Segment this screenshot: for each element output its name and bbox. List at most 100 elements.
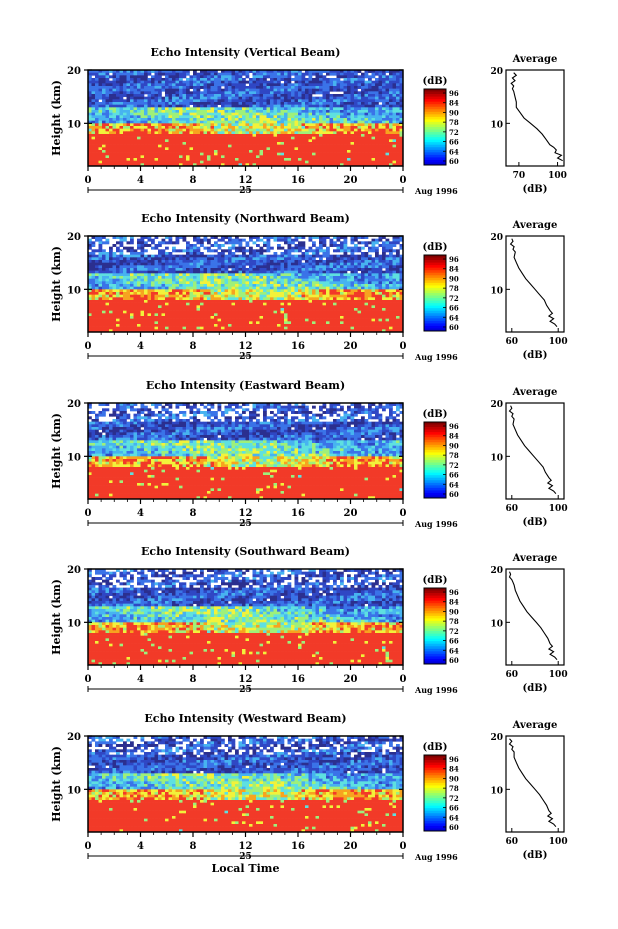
heatmap-cell: [158, 163, 162, 167]
heatmap-cell: [298, 99, 302, 103]
heatmap-cell: [252, 115, 257, 119]
heatmap-cell: [158, 83, 162, 87]
heatmap-cell: [242, 99, 246, 103]
heatmap-cell: [357, 99, 362, 103]
heatmap-cell: [172, 257, 176, 261]
heatmap-cell: [221, 270, 225, 274]
heatmap-cell: [259, 286, 264, 290]
heatmap-cell: [371, 144, 376, 148]
heatmap-cell: [378, 139, 383, 143]
heatmap-cell: [350, 102, 355, 105]
heatmap-cell: [399, 265, 404, 269]
heatmap-cell: [140, 244, 145, 247]
heatmap-cell: [217, 131, 222, 135]
heatmap-cell: [193, 276, 197, 279]
heatmap-cell: [287, 236, 292, 239]
heatmap-cell: [333, 134, 337, 137]
heatmap-cell: [252, 262, 257, 266]
heatmap-cell: [350, 128, 355, 132]
heatmap-cell: [378, 80, 383, 84]
heatmap-cell: [144, 142, 148, 145]
heatmap-cell: [172, 142, 176, 145]
heatmap-cell: [235, 104, 239, 108]
heatmap-cell: [228, 257, 232, 261]
heatmap-cell: [102, 284, 106, 287]
heatmap-cell: [375, 241, 379, 245]
heatmap-cell: [375, 257, 379, 261]
heatmap-cell: [144, 126, 148, 129]
heatmap-cell: [200, 150, 204, 153]
heatmap-cell: [277, 152, 281, 156]
heatmap-cell: [105, 276, 110, 279]
heatmap-cell: [354, 249, 358, 253]
heatmap-cell: [273, 102, 278, 105]
heatmap-cell: [252, 83, 257, 87]
heatmap-cell: [245, 273, 250, 277]
heatmap-cell: [235, 273, 239, 277]
heatmap-cell: [256, 163, 260, 167]
heatmap-cell: [189, 246, 194, 250]
heatmap-cell: [130, 78, 134, 81]
heatmap-cell: [270, 278, 274, 282]
heatmap-cell: [329, 83, 334, 87]
heatmap-cell: [151, 128, 155, 132]
heatmap-cell: [242, 260, 246, 263]
heatmap-cell: [165, 241, 169, 245]
heatmap-cell: [193, 252, 197, 255]
heatmap-cell: [168, 260, 173, 263]
heatmap-cell: [228, 99, 232, 103]
heatmap-cell: [228, 249, 232, 253]
heatmap-cell: [375, 147, 379, 151]
heatmap-cell: [140, 276, 145, 279]
heatmap-cell: [333, 144, 337, 148]
heatmap-cell: [231, 163, 236, 167]
heatmap-cell: [291, 284, 295, 287]
heatmap-cell: [200, 238, 204, 242]
heatmap-cell: [399, 115, 404, 119]
heatmap-cell: [245, 270, 250, 274]
heatmap-cell: [284, 265, 288, 269]
heatmap-cell: [354, 120, 358, 124]
heatmap-cell: [361, 131, 365, 135]
heatmap-cell: [147, 134, 152, 137]
heatmap-cell: [102, 270, 106, 274]
heatmap-cell: [151, 120, 155, 124]
heatmap-cell: [312, 83, 316, 87]
heatmap-cell: [137, 83, 141, 87]
heatmap-cell: [98, 80, 103, 84]
heatmap-cell: [396, 131, 400, 135]
heatmap-cell: [396, 265, 400, 269]
month-label: Aug 1996: [414, 186, 458, 196]
heatmap-cell: [326, 134, 330, 137]
heatmap-cell: [382, 110, 386, 113]
heatmap-cell: [329, 131, 334, 135]
heatmap-cell: [168, 265, 173, 269]
heatmap-cell: [308, 99, 313, 103]
heatmap-cell: [189, 163, 194, 167]
heatmap-cell: [396, 147, 400, 151]
heatmap-cell: [315, 96, 320, 100]
heatmap-cell: [371, 278, 376, 282]
heatmap-cell: [165, 257, 169, 261]
heatmap-cell: [130, 91, 134, 95]
heatmap-cell: [273, 160, 278, 164]
heatmap-cell: [238, 246, 243, 250]
heatmap-cell: [308, 139, 313, 143]
heatmap-cell: [116, 126, 120, 129]
heatmap-cell: [294, 70, 299, 73]
heatmap-cell: [319, 284, 323, 287]
heatmap-cell: [221, 158, 225, 161]
heatmap-cell: [151, 142, 155, 145]
heatmap-cell: [343, 91, 348, 95]
heatmap-cell: [123, 150, 127, 153]
heatmap-cell: [378, 268, 383, 271]
heatmap-cell: [95, 112, 99, 116]
heatmap-cell: [137, 118, 141, 121]
heatmap-cell: [165, 72, 169, 76]
heatmap-cell: [396, 276, 400, 279]
heatmap-cell: [270, 276, 274, 279]
heatmap-cell: [119, 72, 124, 76]
heatmap-cell: [354, 102, 358, 105]
heatmap-cell: [147, 136, 152, 140]
heatmap-cell: [322, 238, 327, 242]
